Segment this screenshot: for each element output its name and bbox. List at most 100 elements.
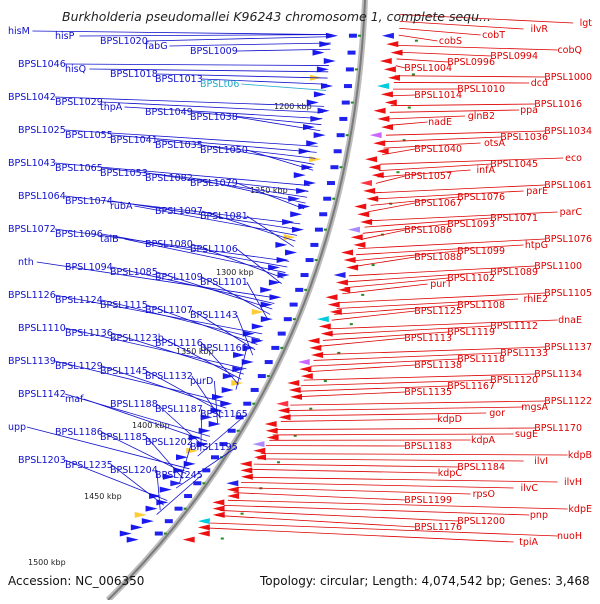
reverse-gene-label: kdpC: [438, 468, 463, 479]
cog-block: [346, 67, 354, 71]
forward-gene-label: BPSL1136: [65, 328, 113, 339]
reverse-label-leader: [339, 293, 545, 303]
forward-gene-arrow: [275, 242, 287, 248]
forward-gene-label: BPSL1129: [55, 361, 103, 372]
reverse-gene-label: ilvI: [534, 456, 548, 467]
forward-gene-label: hisQ: [65, 64, 86, 75]
reverse-gene-arrow: [348, 227, 360, 233]
reverse-gene-label: BPSL1057: [404, 171, 452, 182]
cog-block: [342, 101, 350, 105]
forward-gene-label: BPSL1053: [100, 168, 148, 179]
tick-dot: [324, 229, 327, 231]
tick-dot: [202, 482, 205, 484]
reverse-gene-label: BPSL1122: [544, 396, 592, 407]
forward-gene-label: BPSL1009: [190, 46, 238, 57]
tick-dot: [241, 513, 244, 515]
reverse-label-leader: [254, 464, 458, 467]
forward-gene-label: BPSL1204: [110, 465, 158, 476]
reverse-gene-arrow: [321, 331, 333, 337]
cog-block: [265, 360, 273, 364]
forward-gene-arrow: [319, 41, 331, 47]
reverse-gene-label: BPSL0996: [447, 57, 495, 68]
forward-label-leader: [147, 37, 331, 41]
cog-block: [327, 181, 335, 185]
reverse-gene-label: BPSL1016: [534, 99, 582, 110]
reverse-gene-label: BPSL1102: [447, 273, 495, 284]
reverse-gene-label: ppa: [520, 105, 538, 116]
reverse-gene-label: BPSL1040: [414, 144, 462, 155]
reverse-gene-label: BPSL1099: [457, 246, 505, 257]
reverse-gene-label: cobT: [482, 30, 505, 41]
reverse-gene-label: dcd: [531, 78, 548, 89]
cog-block: [184, 494, 192, 498]
forward-gene-label: BPSL1101: [200, 277, 248, 288]
forward-gene-label: BPSL1124: [55, 295, 103, 306]
forward-gene-arrow: [135, 512, 147, 518]
forward-label-leader: [241, 84, 326, 90]
reverse-gene-label: BPSL1118: [457, 354, 505, 365]
cog-block: [339, 117, 347, 121]
reverse-gene-label: BPSL1086: [404, 225, 452, 236]
reverse-gene-label: BPSL1183: [404, 441, 452, 452]
reverse-gene-label: BPSL1076: [544, 234, 592, 245]
map-title: Burkholderia pseudomallei K96243 chromos…: [62, 9, 491, 24]
reverse-gene-arrow: [198, 531, 210, 537]
reverse-gene-arrow: [334, 272, 346, 278]
reverse-gene-arrow: [377, 148, 389, 154]
forward-gene-arrow: [269, 279, 281, 285]
tick-dot: [237, 430, 240, 432]
cog-block: [330, 165, 338, 169]
tick-dot: [221, 538, 224, 540]
forward-gene-arrow: [199, 428, 211, 434]
reverse-label-leader: [399, 28, 480, 35]
reverse-gene-label: BPSL1199: [404, 495, 452, 506]
reverse-gene-label: pnp: [530, 510, 548, 521]
reverse-gene-label: BPSL1014: [414, 90, 462, 101]
forward-gene-label: BPSL1043: [8, 158, 56, 169]
reverse-gene-arrow: [344, 257, 356, 263]
cog-block: [290, 303, 298, 307]
reverse-gene-label: BPSL1088: [414, 252, 462, 263]
cog-block: [175, 507, 183, 511]
forward-gene-label: BPSLt06: [200, 79, 239, 90]
forward-gene-label: BPSL1018: [110, 69, 158, 80]
forward-gene-label: BPSL1064: [18, 191, 66, 202]
forward-gene-label: BPSL1245: [155, 470, 203, 481]
reverse-label-leader: [395, 76, 545, 77]
cog-block: [211, 455, 219, 459]
tick-dot: [309, 408, 312, 410]
reverse-label-leader: [388, 122, 428, 125]
forward-label-leader: [247, 282, 268, 320]
reverse-label-leader: [358, 239, 545, 249]
reverse-gene-arrow: [360, 180, 372, 186]
cog-block: [344, 84, 352, 88]
forward-gene-label: BPSL1110: [18, 323, 66, 334]
reverse-gene-arrow: [365, 156, 377, 162]
reverse-label-leader: [398, 45, 558, 50]
forward-gene-label: BPSL1132: [145, 371, 193, 382]
reverse-gene-arrow: [374, 108, 386, 114]
forward-gene-label: BPSL1020: [100, 36, 148, 47]
reverse-gene-label: eco: [565, 153, 582, 164]
cog-block: [284, 317, 292, 321]
reverse-gene-label: gor: [489, 408, 505, 419]
forward-gene-arrow: [294, 172, 306, 178]
forward-gene-label: talB: [100, 234, 119, 245]
reverse-gene-arrow: [226, 480, 238, 486]
forward-gene-label: upp: [8, 422, 26, 433]
forward-gene-label: purD: [190, 376, 213, 387]
forward-gene-label: BPSL1094: [65, 262, 113, 273]
reverse-gene-label: rpsO: [473, 489, 495, 500]
forward-gene-arrow: [127, 537, 139, 543]
reverse-gene-label: kdpD: [437, 414, 462, 425]
forward-gene-arrow: [146, 506, 158, 512]
forward-gene-arrow: [252, 323, 264, 329]
forward-gene-arrow: [309, 156, 321, 162]
cog-block: [243, 402, 251, 406]
reverse-gene-label: cobS: [439, 36, 462, 47]
forward-gene-label: BPSL1203: [18, 455, 66, 466]
kbp-tick-label: 1450 kbp: [84, 492, 122, 501]
forward-gene-label: BPSL1143: [190, 310, 238, 321]
reverse-label-leader: [241, 482, 513, 488]
